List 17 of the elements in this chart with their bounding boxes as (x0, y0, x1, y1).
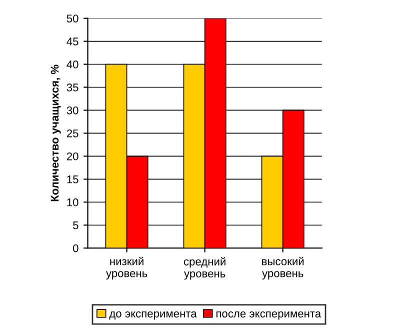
y-tick-label: 45 (66, 38, 78, 46)
y-tick-label: 20 (66, 152, 78, 160)
y-tick-label: 25 (66, 129, 78, 138)
legend-label: после эксперимента (216, 311, 322, 320)
y-tick-label: 30 (66, 106, 78, 114)
y-tick-label: 10 (67, 198, 78, 206)
y-tick-label: 40 (66, 60, 78, 68)
y-tick-label: 50 (66, 14, 78, 22)
y-axis-title: Количество учащихся, % (50, 64, 61, 202)
y-tick-label: 35 (66, 84, 78, 92)
x-tick-label: высокий уровень (262, 256, 304, 280)
x-tick-label: средний уровень (184, 257, 226, 280)
y-tick-label: 15 (67, 176, 78, 184)
y-tick-label: 5 (73, 221, 78, 230)
x-tick-label: низкий уровень (106, 256, 148, 280)
legend-label: до эксперимента (109, 311, 197, 320)
y-tick-label: 0 (73, 244, 78, 252)
